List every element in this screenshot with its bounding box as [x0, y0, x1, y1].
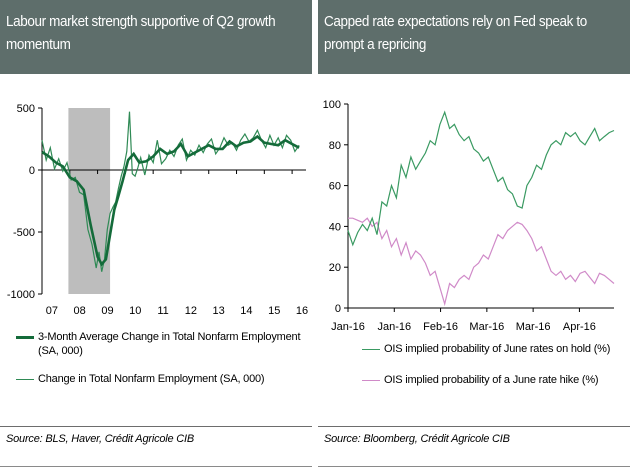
series-rate-hike-line [348, 217, 615, 307]
y-tick-label: -1000 [7, 289, 35, 301]
y-tick-label: 20 [329, 262, 341, 274]
x-tick-label: Jan-16 [377, 321, 411, 333]
legend-swatch-green [362, 349, 380, 350]
legend-swatch-pink [362, 380, 380, 381]
x-tick-label: Mar-16 [516, 321, 551, 333]
x-tick-label: 14 [240, 305, 252, 317]
x-tick-label: 09 [101, 305, 113, 317]
right-chart-title: Capped rate expectations rely on Fed spe… [324, 14, 587, 53]
y-tick-label: 0 [29, 165, 35, 177]
right-source-divider [318, 426, 630, 427]
x-tick-label: Feb-16 [423, 321, 458, 333]
y-tick-label: -500 [13, 227, 35, 239]
y-tick-label: 40 [329, 221, 341, 233]
x-tick-label: 15 [268, 305, 280, 317]
y-tick-label: 100 [323, 99, 341, 111]
legend-swatch-thick [16, 336, 34, 339]
x-tick-label: 11 [157, 305, 168, 317]
y-tick-label: 0 [335, 303, 341, 315]
x-tick-label: 13 [213, 305, 225, 317]
right-chart-panel: Capped rate expectations rely on Fed spe… [318, 0, 630, 468]
x-tick-label: Jan-16 [331, 321, 365, 333]
y-tick-label: 60 [329, 181, 341, 193]
right-legend-label-1: OIS implied probability of June rates on… [384, 343, 611, 355]
y-tick-label: 500 [17, 103, 35, 115]
left-bottom-rule [0, 466, 312, 467]
x-tick-label: Apr-16 [563, 321, 596, 333]
series-3-month-average-line [41, 134, 300, 267]
left-chart-plot: 500 0 -500 -1000 07 08 09 10 11 12 13 14 15 16 [7, 103, 308, 317]
left-source-divider [0, 426, 312, 427]
series-rates-on-hold-line [347, 110, 615, 247]
left-chart-title: Labour market strength supportive of Q2 … [6, 14, 276, 53]
x-tick-label: 07 [46, 305, 58, 317]
right-bottom-rule [318, 466, 630, 467]
legend-swatch-thin [16, 379, 34, 380]
left-chart-panel: Labour market strength supportive of Q2 … [0, 0, 312, 468]
x-tick-label: 16 [296, 305, 308, 317]
left-legend-label-2: Change in Total Nonfarm Employment (SA, … [38, 373, 265, 385]
left-chart-title-bar: Labour market strength supportive of Q2 … [0, 0, 312, 74]
recession-shading [68, 108, 111, 294]
right-legend-label-2: OIS implied probability of a June rate h… [384, 374, 599, 386]
right-source-text: Source: Bloomberg, Crédit Agricole CIB [324, 433, 510, 445]
y-tick-label: 80 [329, 140, 341, 152]
left-legend-label-1: 3-Month Average Change in Total Nonfarm … [38, 331, 301, 357]
x-tick-label: 10 [129, 305, 141, 317]
x-tick-label: 08 [74, 305, 86, 317]
x-tick-label: 12 [185, 305, 197, 317]
right-chart-title-bar: Capped rate expectations rely on Fed spe… [318, 0, 630, 74]
x-tick-label: Mar-16 [469, 321, 504, 333]
left-source-text: Source: BLS, Haver, Crédit Agricole CIB [6, 433, 195, 445]
right-chart-plot: 100 80 60 40 20 0 Jan-16 Jan-16 Feb-16 Mar-16 Mar… [323, 99, 615, 333]
